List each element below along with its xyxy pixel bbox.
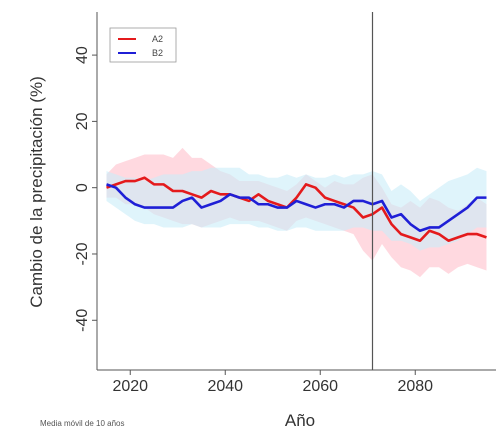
- y-axis-title: Cambio de la precipitación (%): [27, 76, 46, 308]
- series-lines: [106, 176, 487, 243]
- uncertainty-bands: [106, 147, 487, 278]
- x-tick-label: 2060: [302, 378, 338, 395]
- legend-box: [109, 27, 177, 63]
- y-tick-label: -40: [74, 309, 91, 332]
- line-a2: [106, 176, 487, 243]
- x-axis-title: Año: [285, 411, 315, 430]
- y-tick-label: -20: [74, 242, 91, 265]
- legend-label-b2: B2: [152, 48, 163, 58]
- legend-label-a2: A2: [152, 34, 163, 44]
- line-b2: [106, 183, 487, 233]
- plot-frame: [96, 12, 496, 371]
- moving-average-note: Media móvil de 10 años: [40, 419, 125, 428]
- x-tick-label: 2040: [207, 378, 243, 395]
- y-tick-label: 0: [74, 183, 91, 192]
- y-tick-label: 20: [74, 112, 91, 130]
- x-tick-label: 2080: [397, 378, 433, 395]
- band-b2: [106, 167, 487, 251]
- x-axis: 2020 2040 2060 2080: [112, 370, 433, 395]
- y-axis: -40 -20 0 20 40: [74, 46, 97, 332]
- legend: A2 B2: [109, 27, 177, 63]
- x-tick-label: 2020: [112, 378, 148, 395]
- y-tick-label: 40: [74, 46, 91, 64]
